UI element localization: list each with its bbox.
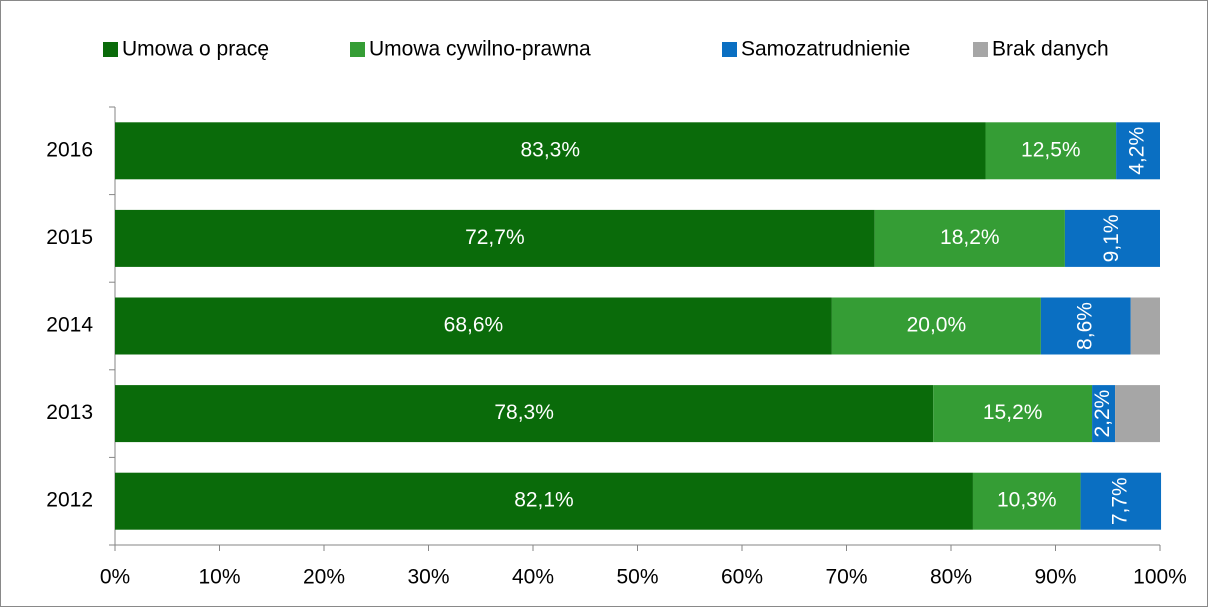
data-label: 4,2%	[1126, 127, 1149, 175]
data-label: 2,2%	[1091, 390, 1114, 438]
data-label: 9,1%	[1100, 214, 1123, 262]
bar-segment	[115, 385, 934, 443]
legend-swatch	[722, 42, 737, 57]
bar-segment	[972, 472, 1081, 530]
bar-segment	[115, 209, 875, 267]
y-tick-label: 2014	[46, 314, 93, 337]
data-label: 78,3%	[494, 401, 554, 424]
bar-segment	[1115, 385, 1160, 443]
x-tick-label: 80%	[930, 566, 972, 589]
data-label: 68,6%	[444, 314, 504, 337]
bar-segment	[933, 385, 1093, 443]
data-label: 12,5%	[1021, 138, 1081, 161]
data-label: 18,2%	[940, 226, 1000, 249]
bar-segment	[831, 297, 1041, 355]
legend-label: Samozatrudnienie	[741, 38, 910, 61]
legend-label: Umowa o pracę	[122, 38, 269, 61]
x-tick-label: 60%	[721, 566, 763, 589]
x-tick-label: 10%	[198, 566, 240, 589]
y-tick-label: 2015	[46, 226, 93, 249]
data-label: 72,7%	[465, 226, 525, 249]
x-tick-label: 50%	[616, 566, 658, 589]
legend-label: Brak danych	[992, 38, 1109, 61]
y-tick-label: 2013	[46, 401, 93, 424]
data-label: 20,0%	[907, 314, 967, 337]
bar-segment	[115, 122, 986, 180]
data-label: 7,7%	[1108, 477, 1131, 525]
bar-segment	[115, 472, 973, 530]
bar-segment	[1092, 385, 1116, 443]
data-label: 82,1%	[514, 489, 574, 512]
bar-segment	[115, 297, 832, 355]
data-label: 15,2%	[983, 401, 1043, 424]
x-tick-label: 90%	[1034, 566, 1076, 589]
legend-label: Umowa cywilno-prawna	[369, 38, 591, 61]
bar-segment	[1064, 209, 1160, 267]
data-label: 10,3%	[997, 489, 1057, 512]
x-tick-label: 100%	[1133, 566, 1187, 589]
data-label: 83,3%	[520, 138, 580, 161]
bar-segment	[1080, 472, 1162, 530]
y-tick-label: 2016	[46, 138, 93, 161]
x-tick-label: 70%	[825, 566, 867, 589]
bar-segment	[1116, 122, 1160, 180]
bar-segment	[1040, 297, 1131, 355]
x-tick-label: 0%	[100, 566, 130, 589]
y-tick-label: 2012	[46, 489, 93, 512]
bar-segment	[985, 122, 1117, 180]
data-label: 8,6%	[1073, 302, 1096, 350]
legend-swatch	[973, 42, 988, 57]
bar-segment	[1130, 297, 1160, 355]
legend-swatch	[350, 42, 365, 57]
x-tick-label: 30%	[407, 566, 449, 589]
bar-segment	[874, 209, 1065, 267]
x-tick-label: 40%	[512, 566, 554, 589]
legend-swatch	[103, 42, 118, 57]
x-tick-label: 20%	[303, 566, 345, 589]
